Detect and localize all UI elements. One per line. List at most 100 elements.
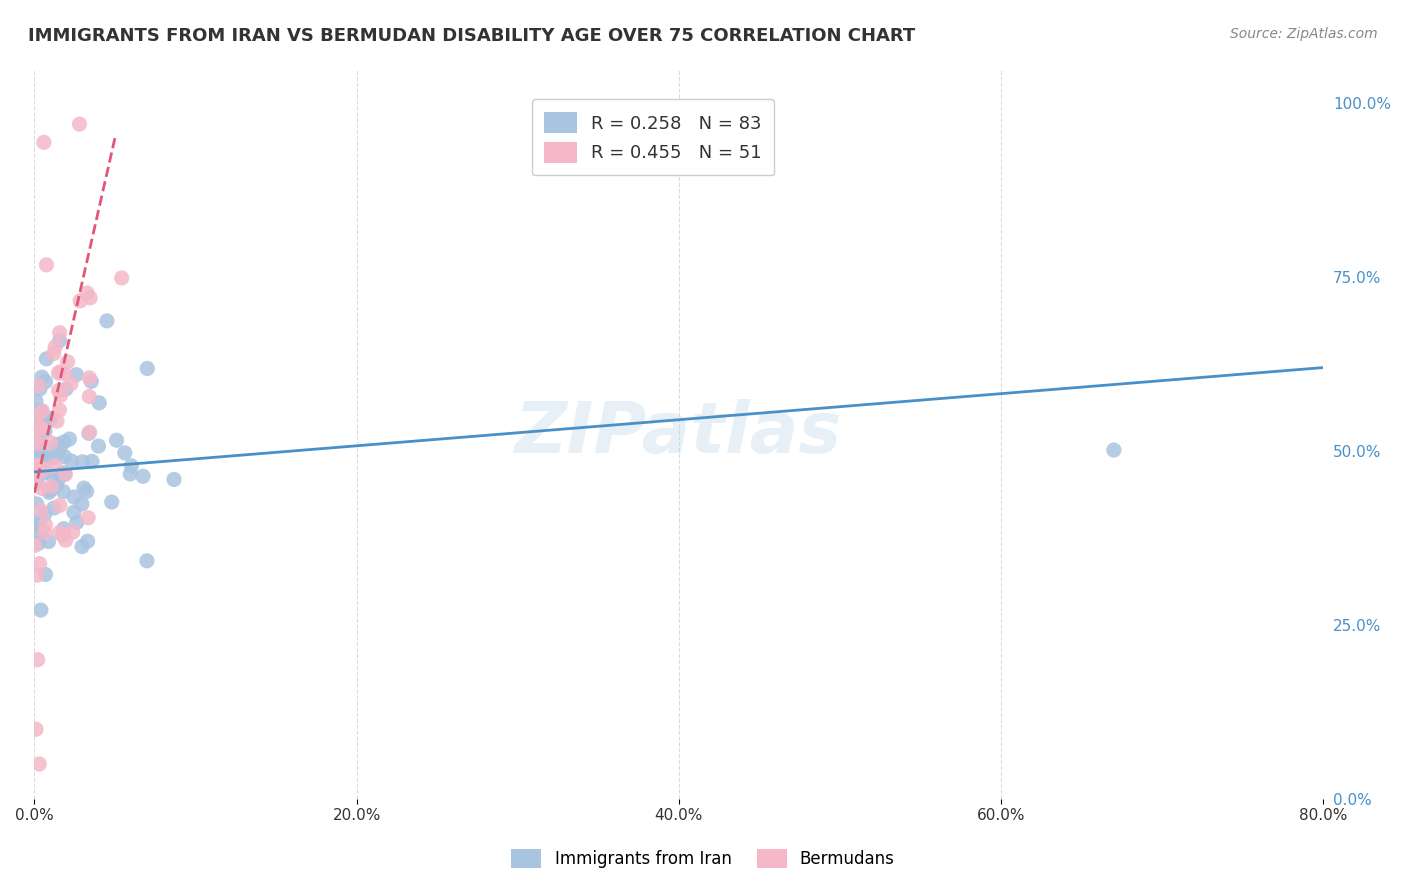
Point	[52, 522, 75, 536]
Point	[25, 394, 48, 409]
Point	[35, 258, 58, 272]
Point	[28, 557, 51, 571]
Point	[25, 568, 48, 582]
Point	[73, 481, 96, 495]
Point	[38, 485, 60, 500]
Point	[53, 367, 76, 381]
Point	[24, 476, 46, 491]
Point	[42, 346, 65, 360]
Point	[24, 474, 46, 488]
Point	[24, 438, 46, 452]
Point	[60, 454, 83, 468]
Point	[76, 285, 98, 300]
Point	[72, 455, 94, 469]
Point	[31, 403, 53, 417]
Point	[66, 516, 89, 530]
Point	[69, 117, 91, 131]
Point	[120, 467, 142, 481]
Point	[79, 291, 101, 305]
Point	[31, 453, 53, 467]
Point	[48, 334, 70, 348]
Point	[25, 452, 48, 467]
Point	[27, 437, 49, 451]
Point	[25, 458, 48, 472]
Point	[34, 424, 56, 438]
Point	[49, 388, 72, 402]
Point	[70, 540, 93, 554]
Point	[38, 534, 60, 549]
Point	[132, 469, 155, 483]
Point	[163, 473, 186, 487]
Point	[69, 293, 91, 308]
Point	[87, 439, 110, 453]
Point	[38, 483, 60, 497]
Point	[80, 375, 103, 389]
Point	[28, 382, 51, 396]
Point	[41, 451, 63, 466]
Point	[79, 371, 101, 385]
Point	[27, 459, 49, 474]
Point	[28, 412, 51, 426]
Point	[53, 467, 76, 482]
Point	[55, 382, 77, 396]
Point	[114, 446, 136, 460]
Point	[27, 378, 49, 392]
Point	[39, 412, 62, 426]
Point	[65, 368, 87, 382]
Point	[89, 396, 111, 410]
Point	[135, 554, 157, 568]
Point	[27, 443, 49, 458]
Point	[79, 425, 101, 440]
Point	[48, 525, 70, 540]
Point	[58, 432, 80, 446]
Point	[31, 406, 53, 420]
Point	[48, 326, 70, 340]
Legend: R = 0.258   N = 83, R = 0.455   N = 51: R = 0.258 N = 83, R = 0.455 N = 51	[531, 99, 775, 176]
Point	[24, 516, 46, 531]
Point	[34, 567, 56, 582]
Point	[48, 384, 70, 398]
Point	[63, 505, 86, 519]
Point	[25, 723, 48, 737]
Point	[35, 351, 58, 366]
Point	[35, 415, 58, 429]
Point	[28, 512, 51, 526]
Point	[42, 469, 65, 483]
Point	[52, 528, 75, 542]
Point	[30, 421, 52, 435]
Point	[79, 390, 101, 404]
Point	[30, 504, 52, 518]
Point	[53, 450, 76, 464]
Point	[55, 533, 77, 548]
Point	[27, 536, 49, 550]
Point	[34, 508, 56, 522]
Point	[49, 499, 72, 513]
Point	[35, 440, 58, 454]
Point	[30, 411, 52, 425]
Point	[34, 375, 56, 389]
Point	[25, 475, 48, 490]
Point	[25, 429, 48, 443]
Point	[25, 497, 48, 511]
Point	[53, 467, 76, 482]
Point	[27, 526, 49, 541]
Point	[42, 501, 65, 516]
Point	[48, 403, 70, 417]
Point	[105, 434, 128, 448]
Point	[24, 432, 46, 446]
Point	[31, 482, 53, 496]
Text: Source: ZipAtlas.com: Source: ZipAtlas.com	[1230, 27, 1378, 41]
Point	[52, 466, 75, 480]
Point	[46, 472, 69, 486]
Point	[46, 437, 69, 451]
Point	[52, 484, 75, 499]
Point	[24, 538, 46, 552]
Point	[44, 340, 66, 354]
Point	[77, 426, 100, 441]
Point	[62, 525, 84, 540]
Point	[56, 355, 79, 369]
Point	[76, 484, 98, 499]
Point	[25, 462, 48, 476]
Point	[1102, 443, 1125, 458]
Point	[111, 271, 134, 285]
